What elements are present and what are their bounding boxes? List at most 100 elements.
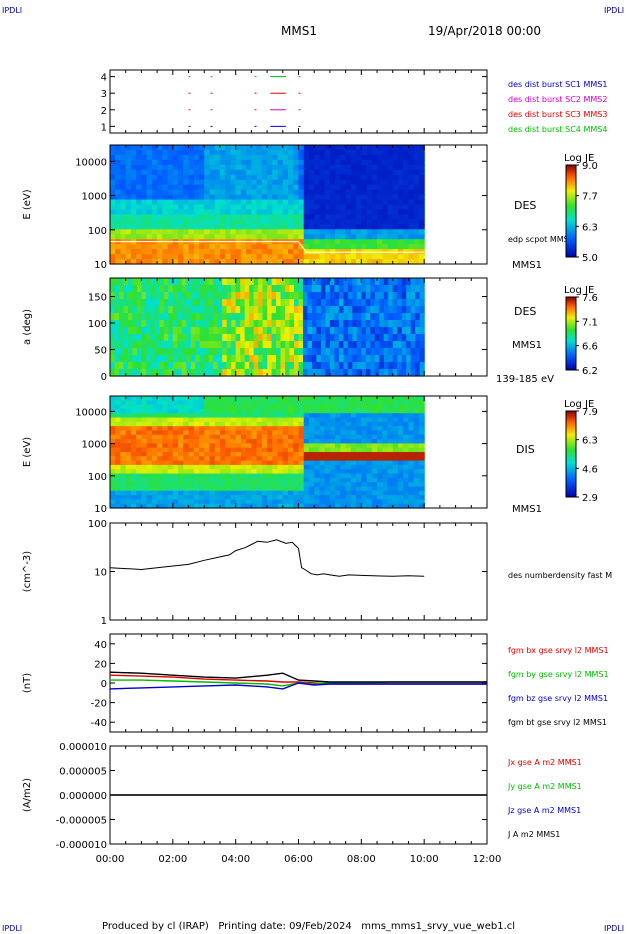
dis-energy-cell	[251, 490, 258, 496]
des-energy-cell	[219, 249, 226, 255]
des-energy-cell	[377, 189, 383, 196]
dis-energy-cell	[130, 426, 137, 432]
dis-energy-cell	[225, 499, 232, 505]
des-energy-cell	[193, 224, 200, 230]
dis-energy-cell	[235, 473, 242, 479]
des-pitch-cell	[383, 348, 389, 356]
des-pitch-cell	[181, 306, 187, 314]
des-pitch-cell	[329, 348, 336, 356]
des-energy-cell	[251, 174, 258, 181]
des-pitch-cell	[361, 299, 367, 307]
des-energy-cell	[214, 194, 221, 201]
dis-energy-cell	[403, 469, 410, 475]
des-pitch-cell	[329, 327, 336, 335]
dis-energy-cell	[377, 486, 383, 492]
des-pitch-cell	[132, 341, 138, 349]
dis-energy-cell	[361, 495, 368, 500]
dis-energy-cell	[178, 430, 184, 436]
des-pitch-cell	[190, 313, 196, 321]
des-energy-cell	[115, 214, 122, 220]
dis-energy-cell	[256, 413, 263, 419]
des-pitch-cell	[361, 278, 367, 286]
des-pitch-cell	[240, 327, 246, 335]
des-pitch-cell	[253, 299, 259, 307]
dis-energy-cell	[267, 417, 273, 423]
dis-energy-cell	[324, 421, 331, 427]
des-pitch-cell	[136, 313, 143, 321]
des-energy-cell	[387, 184, 394, 191]
des-energy-cell	[350, 145, 357, 151]
dis-energy-cell	[366, 400, 373, 406]
des-pitch-cell	[181, 313, 187, 321]
dis-energy-cell	[219, 439, 226, 444]
des-pitch-cell	[253, 313, 259, 321]
des-pitch-cell	[397, 306, 403, 314]
des-energy-cell	[172, 189, 179, 196]
time-axis: 00:00 02:00 04:00 06:00 08:00 10:00 12:00	[96, 854, 502, 865]
des-energy-cell	[314, 204, 321, 211]
des-pitch-cell	[374, 292, 380, 300]
dis-energy-cell	[219, 413, 226, 419]
des-energy-colorbar-label: 5.0	[582, 253, 598, 264]
des-pitch-cell	[213, 285, 219, 293]
dis-energy-cell	[377, 482, 383, 488]
dis-energy-cell	[350, 477, 357, 483]
dis-energy-cell	[392, 482, 399, 488]
des-pitch-cell	[208, 313, 214, 321]
des-energy-cell	[240, 209, 247, 216]
des-energy-cell	[392, 189, 399, 196]
dis-energy-cell	[397, 408, 404, 414]
des-energy-cell	[214, 145, 221, 151]
dis-energy-cell	[413, 404, 420, 410]
des-pitch-cell	[110, 327, 116, 335]
des-energy-cell	[319, 169, 326, 176]
des-energy-cell	[141, 214, 148, 220]
des-pitch-cell	[298, 355, 304, 363]
dis-energy-cell	[225, 456, 232, 462]
des-pitch-cell	[325, 341, 331, 349]
dis-energy-cell	[371, 396, 378, 401]
dis-energy-cell	[288, 464, 294, 470]
des-energy-cell	[209, 184, 216, 191]
des-pitch-cell	[168, 299, 174, 307]
des-pitch-cell	[401, 362, 407, 370]
des-energy-cell	[371, 214, 378, 220]
dis-energy-cell	[303, 396, 310, 401]
des-energy-cell	[136, 229, 143, 235]
des-energy-cell	[141, 184, 148, 191]
dis-energy-cell	[324, 464, 331, 470]
dis-energy-cell	[298, 503, 305, 509]
des-pitch-cell	[419, 278, 425, 286]
dis-energy-cell	[303, 408, 310, 414]
des-pitch-cell	[289, 306, 295, 314]
des-energy-cell	[240, 169, 247, 176]
dis-energy-cell	[361, 469, 368, 475]
des-energy-cell	[324, 254, 331, 260]
dis-energy-cell	[199, 430, 205, 436]
des-energy-cell	[167, 199, 174, 206]
des-energy-cell	[214, 169, 221, 176]
dis-energy-cell	[361, 434, 368, 440]
burst-ytick-label: 4	[101, 73, 107, 84]
des-energy-cell	[387, 204, 394, 211]
des-pitch-cell	[240, 313, 246, 321]
dis-energy-cell	[303, 482, 310, 488]
des-pitch-cell	[235, 362, 241, 370]
des-energy-cell	[151, 259, 158, 265]
dis-energy-cell	[199, 464, 205, 470]
dis-energy-cell	[115, 486, 122, 492]
dis-energy-cell	[356, 434, 362, 440]
dis-energy-cell	[314, 439, 321, 444]
dis-energy-cell	[261, 396, 268, 401]
des-pitch-cell	[240, 341, 246, 349]
des-pitch-cell	[276, 341, 282, 349]
dis-energy-cell	[267, 460, 273, 466]
dis-energy-cell	[188, 417, 195, 423]
des-pitch-cell	[267, 285, 273, 293]
dis-energy-cell	[183, 452, 190, 457]
dis-energy-cell	[157, 447, 163, 453]
des-pitch-cell	[379, 369, 385, 377]
des-pitch-cell	[172, 306, 178, 314]
des-pitch-cell	[110, 334, 116, 342]
